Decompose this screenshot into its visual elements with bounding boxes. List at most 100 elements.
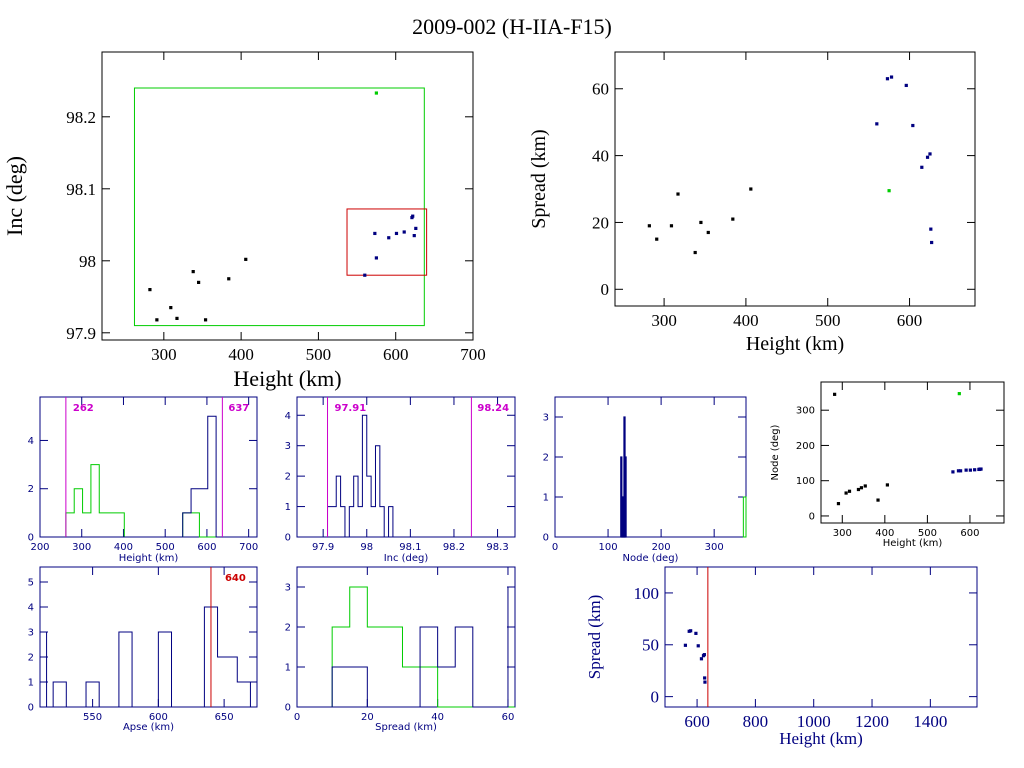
data-point-black (227, 277, 231, 281)
chart-inc-vs-height: 300 400 500 600 700 97.9 98 98.1 98.2 Height (km)… (2, 51, 486, 391)
x-tick-label: 650 (215, 712, 234, 723)
data-point-black (669, 224, 674, 228)
y-axis-label: Spread (km) (528, 129, 550, 228)
histogram-step-green (331, 586, 515, 708)
y-tick-label: 98.1 (66, 180, 96, 199)
x-tick-label: 200 (652, 542, 671, 553)
y-tick-label: 3 (285, 583, 291, 594)
y-tick-label: 0 (28, 703, 34, 714)
plot-frame (296, 566, 516, 708)
data-point-black (847, 489, 852, 493)
x-tick-label: 98.2 (443, 542, 465, 553)
x-tick-label: 600 (897, 311, 923, 330)
x-tick-label: 400 (733, 311, 759, 330)
y-tick-label: 3 (543, 413, 549, 424)
y-tick-label: 1 (285, 502, 291, 513)
y-tick-label: 2 (285, 472, 291, 483)
x-tick-label: 550 (83, 712, 102, 723)
x-tick-label: 600 (684, 712, 710, 731)
y-tick-label: 3 (285, 441, 291, 452)
data-point-blue (911, 123, 915, 128)
data-point-blue (703, 676, 707, 680)
y-tick-label: 60 (592, 80, 609, 99)
data-point-blue (412, 234, 416, 238)
chart-hist-node: 0 100 200 300 0 1 2 3 Node (deg) (543, 396, 747, 564)
x-tick-label: 600 (197, 542, 216, 553)
x-axis-label: Height (km) (746, 333, 844, 355)
y-tick-label: 20 (592, 213, 609, 232)
y-tick-label: 2 (28, 484, 34, 495)
y-tick-label: 0 (28, 533, 34, 544)
x-tick-label: 400 (875, 528, 894, 539)
x-tick-label: 1200 (855, 712, 889, 731)
plot-frame (664, 566, 978, 708)
data-point-black (876, 498, 880, 502)
x-tick-label: 800 (743, 712, 769, 731)
data-point-black (244, 257, 248, 261)
data-point-green (374, 91, 378, 95)
data-point-blue (402, 230, 406, 234)
data-point-blue (968, 468, 972, 472)
x-axis-label: Height (km) (883, 538, 943, 549)
y-tick-label: 98.2 (66, 108, 96, 127)
data-point-green (957, 392, 961, 396)
limit-label: 98.24 (477, 403, 509, 414)
y-tick-label: 4 (28, 603, 34, 614)
histogram-step-green (65, 464, 225, 538)
x-tick-label: 300 (705, 542, 724, 553)
data-point-blue (696, 644, 700, 648)
data-point-black (693, 250, 697, 255)
x-tick-label: 400 (114, 542, 133, 553)
y-tick-label: 0 (543, 533, 549, 544)
y-tick-label: 0 (285, 533, 291, 544)
x-axis-label: Inc (deg) (384, 553, 429, 564)
y-tick-label: 2 (28, 653, 34, 664)
y-axis-label: Spread (km) (585, 595, 604, 680)
data-point-black (148, 288, 152, 292)
data-point-blue (694, 631, 698, 635)
x-tick-label: 97.9 (312, 542, 334, 553)
x-tick-label: 700 (460, 345, 486, 364)
x-tick-label: 98.3 (486, 542, 508, 553)
data-point-blue (925, 155, 930, 159)
chart-hist-apse: 550 600 650 0 1 2 3 4 5 Apse (km) 640 (28, 566, 258, 733)
x-tick-label: 500 (815, 311, 841, 330)
x-axis-label: Height (km) (233, 366, 341, 391)
x-tick-label: 98 (360, 542, 373, 553)
data-point-black (175, 316, 179, 320)
data-point-blue (374, 256, 378, 260)
x-tick-label: 0 (294, 712, 300, 723)
x-axis-label: Node (deg) (623, 553, 679, 564)
data-point-blue (951, 470, 955, 474)
x-tick-label: 1000 (797, 712, 831, 731)
y-tick-label: 1 (28, 678, 34, 689)
data-point-green (887, 189, 891, 193)
y-axis-label: Node (deg) (770, 424, 781, 480)
data-point-blue (904, 83, 908, 88)
green-selection-box (133, 87, 425, 327)
data-point-blue (414, 226, 418, 230)
y-tick-label: 0 (285, 703, 291, 714)
x-tick-label: 0 (552, 542, 558, 553)
data-point-blue (973, 468, 977, 472)
plot-frame (614, 51, 976, 307)
chart-spread-vs-height-wide: 600 800 1000 1200 1400 0 50 100 Height (km) Sprea… (585, 566, 978, 748)
data-point-blue (683, 643, 688, 647)
x-tick-label: 200 (30, 542, 49, 553)
limit-label: 97.91 (335, 403, 367, 414)
x-tick-label: 600 (149, 712, 168, 723)
plot-frame (39, 396, 258, 538)
y-tick-label: 2 (285, 623, 291, 634)
data-point-blue (363, 273, 367, 277)
x-tick-label: 98.1 (399, 542, 421, 553)
x-tick-label: 500 (918, 528, 937, 539)
data-point-blue (964, 468, 968, 472)
data-point-blue (373, 231, 377, 236)
y-tick-label: 1 (285, 663, 291, 674)
histogram-bar-green (742, 496, 747, 538)
data-point-blue (689, 629, 693, 633)
histogram-step-blue (65, 415, 225, 538)
histogram-step (327, 414, 398, 538)
data-point-blue (387, 236, 391, 240)
